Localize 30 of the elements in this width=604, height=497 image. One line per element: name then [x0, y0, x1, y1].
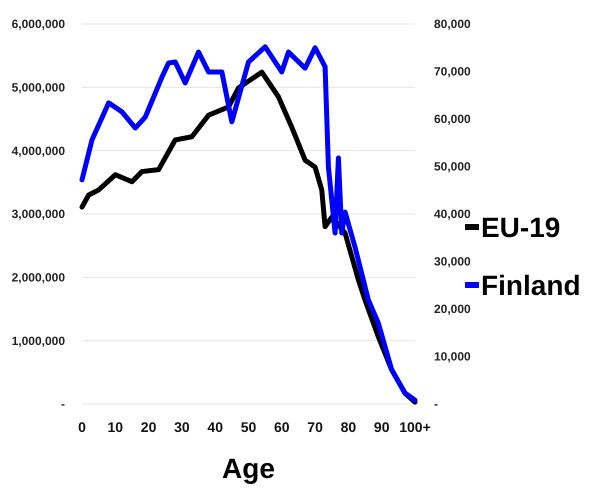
x-tick-label: 70	[307, 419, 324, 435]
x-tick-label: 0	[78, 419, 86, 435]
y-tick-label: 6,000,000	[12, 17, 66, 32]
x-tick-label: 100+	[399, 419, 431, 435]
x-tick-label: 30	[174, 419, 190, 435]
x-tick-label: 80	[340, 419, 356, 435]
y2-tick-label: 10,000	[434, 350, 472, 364]
x-tick-label: 40	[207, 419, 224, 435]
y-tick-label: 5,000,000	[12, 80, 66, 95]
x-tick-label: 10	[108, 419, 124, 435]
x-tick-label: 50	[240, 419, 256, 435]
y-tick-label: 4,000,000	[12, 144, 66, 158]
x-axis-title: Age	[222, 453, 275, 484]
x-tick-label: 90	[374, 419, 390, 435]
y-tick-label: 2,000,000	[12, 270, 66, 285]
y2-tick-label: 20,000	[434, 302, 472, 316]
y2-tick-label: 60,000	[434, 112, 472, 126]
y2-tick-label: 40,000	[434, 207, 472, 222]
y2-tick-label: 30,000	[434, 254, 472, 269]
x-tick-label: 60	[274, 419, 290, 435]
y-tick-label: 1,000,000	[12, 334, 66, 348]
legend-label: Finland	[481, 270, 581, 301]
y-tick-label: -	[61, 397, 65, 412]
y-tick-label: 3,000,000	[12, 207, 66, 222]
y2-tick-label: 50,000	[434, 160, 472, 174]
legend-label: EU-19	[481, 212, 560, 243]
y2-tick-label: 70,000	[434, 64, 472, 79]
y2-tick-label: 80,000	[434, 17, 472, 32]
x-tick-label: 20	[140, 419, 157, 435]
y2-tick-label: -	[434, 397, 438, 412]
